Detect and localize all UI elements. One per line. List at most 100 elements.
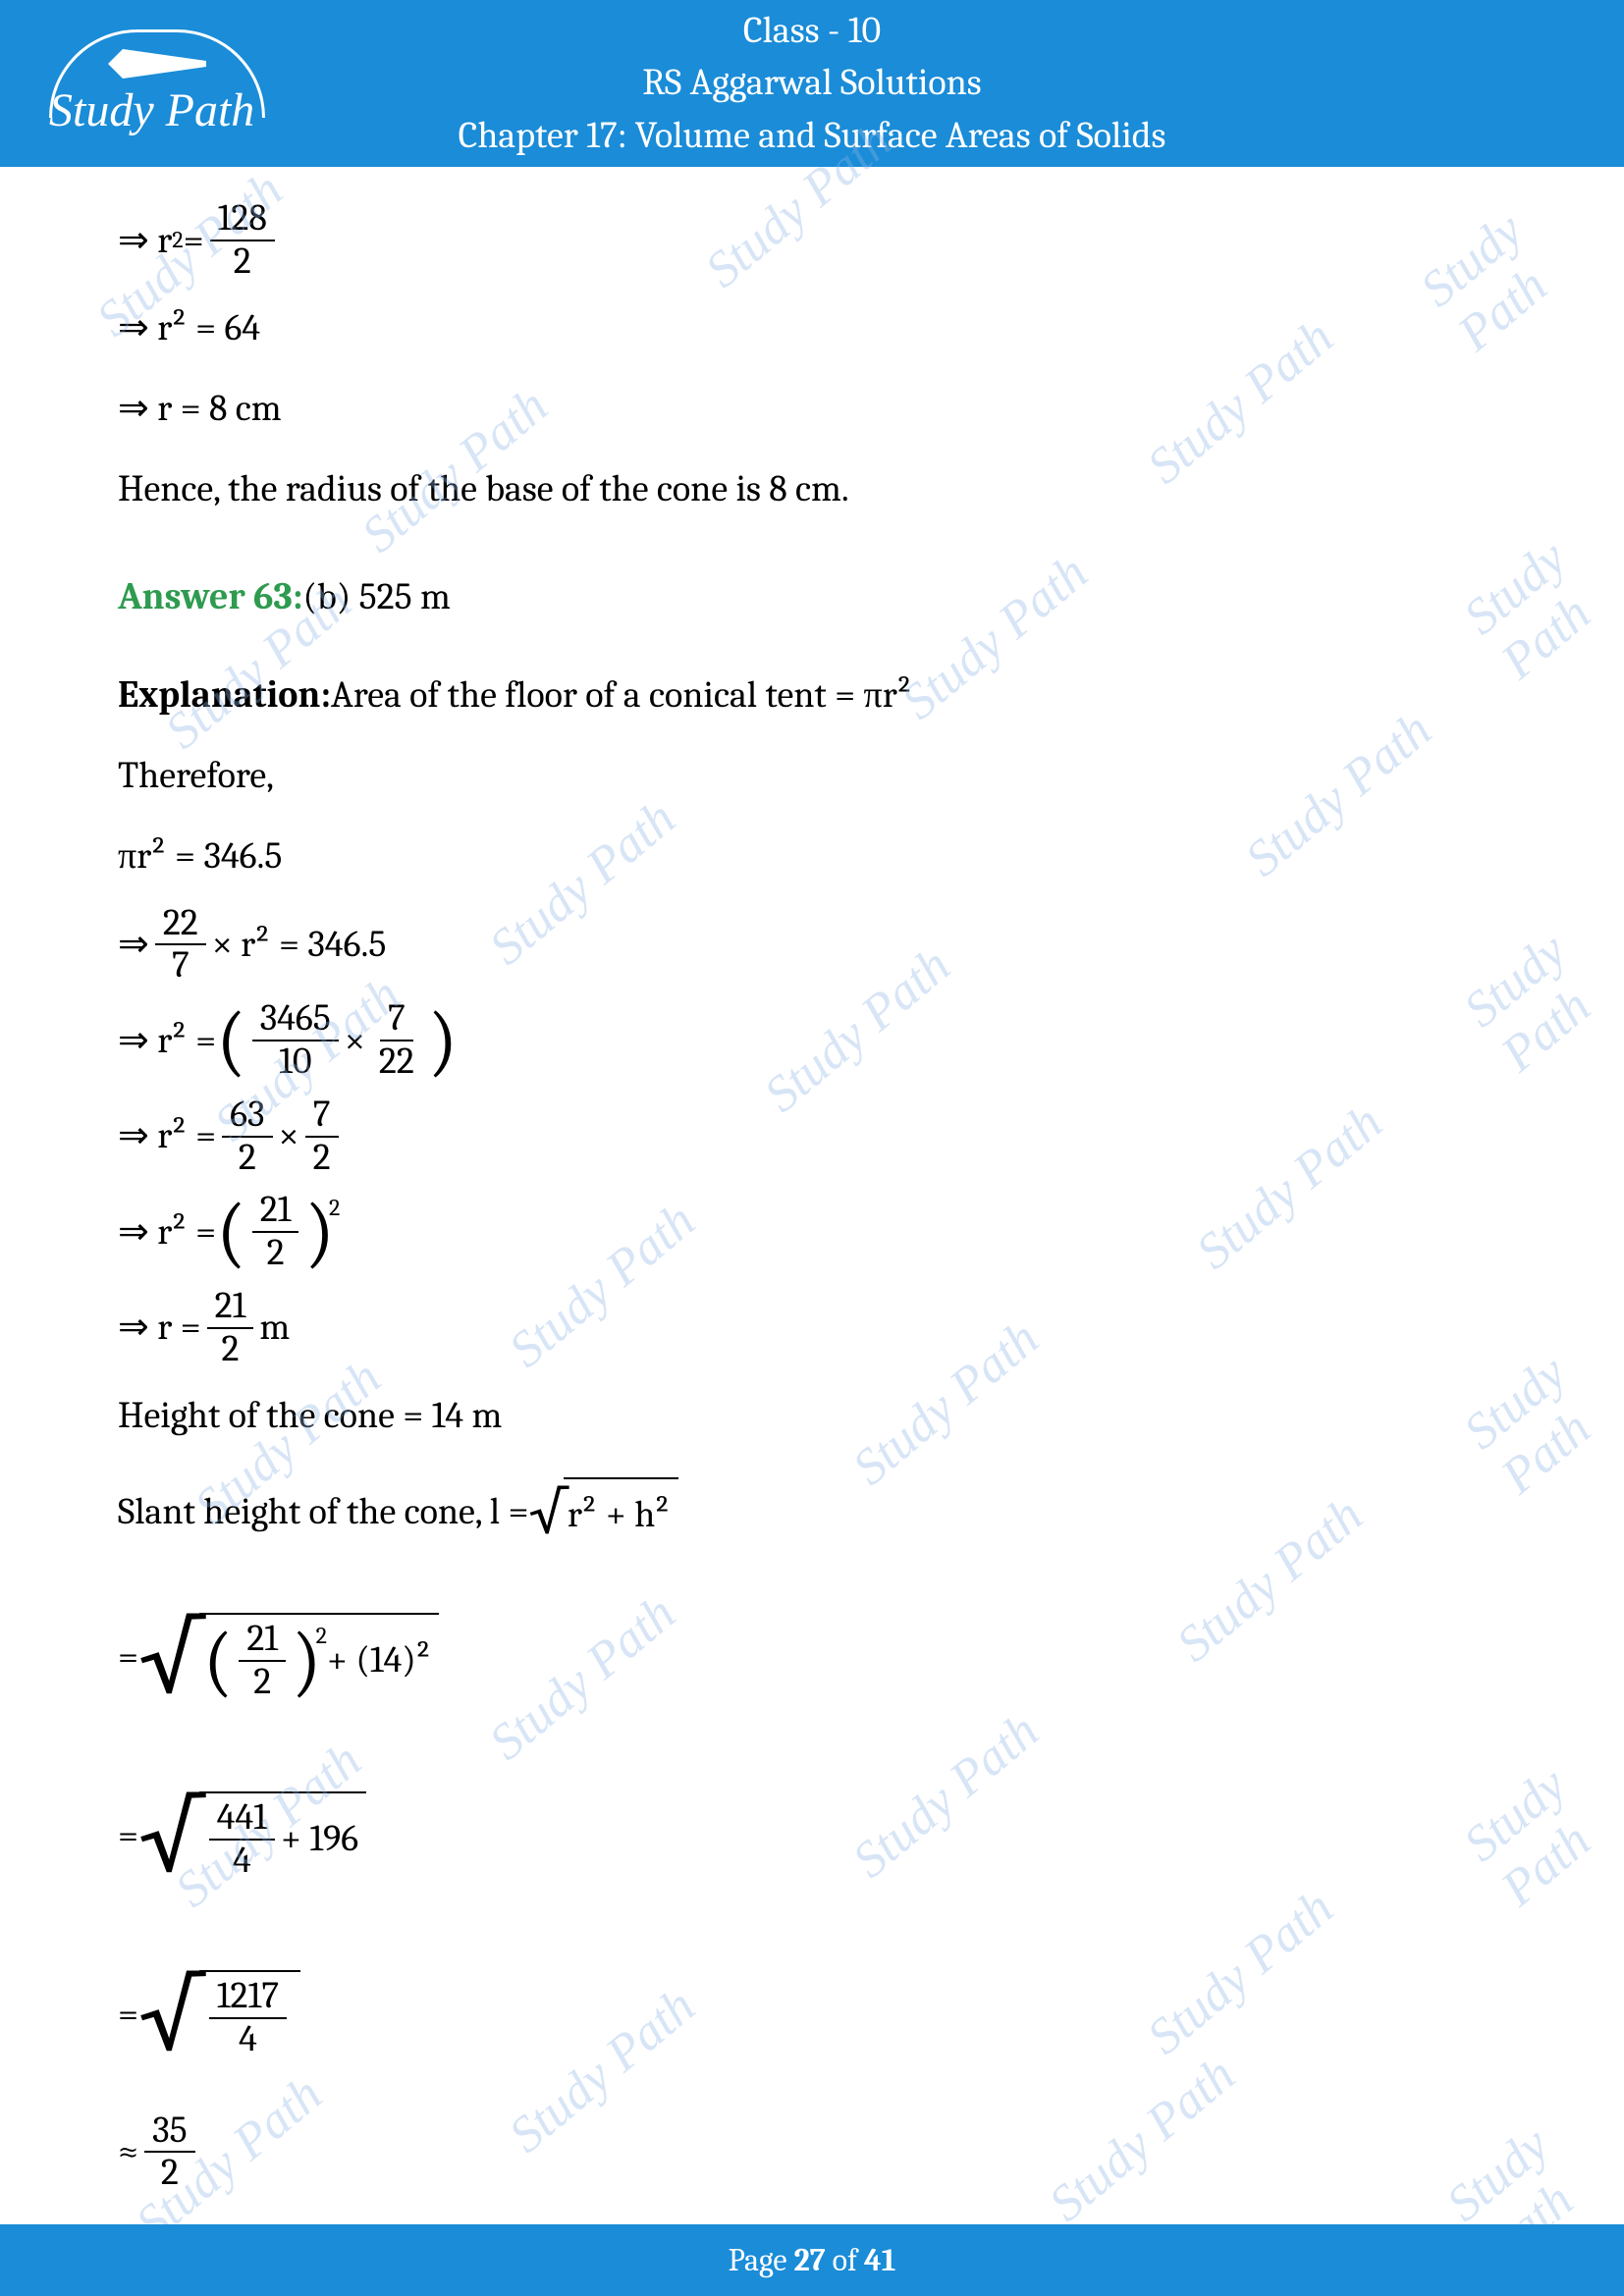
numerator: 21: [239, 1619, 286, 1662]
text: Slant height of the cone, l =: [118, 1480, 529, 1544]
numerator: 441: [209, 1797, 275, 1841]
sqrt-sign-icon: √: [138, 1753, 203, 1920]
sqrt-sign-icon: √: [138, 1932, 203, 2099]
text: ⇒ r² =: [118, 1009, 216, 1073]
text-line: Therefore,: [118, 742, 1506, 811]
page-footer: Page 27 of 41: [0, 2224, 1624, 2296]
header-text-block: Class - 10 RS Aggarwal Solutions Chapter…: [39, 5, 1585, 162]
text: ×: [345, 1009, 365, 1073]
numerator: 21: [252, 1190, 299, 1233]
text: + (14)²: [327, 1629, 431, 1692]
denominator: 2: [153, 2153, 187, 2194]
sqrt-body: 4414 + 196: [199, 1791, 366, 1882]
text: ×: [279, 1104, 299, 1168]
equation-line: ⇒ r² = 632 × 72: [118, 1095, 1506, 1179]
fraction: 1282: [210, 198, 275, 283]
equation-line: = √ 12174: [118, 1932, 1506, 2099]
fraction: 72: [305, 1095, 339, 1179]
sup: 2: [329, 1188, 340, 1228]
denominator: 10: [271, 1041, 319, 1083]
sqrt: √ ( 212 ) 2 + (14)²: [138, 1575, 439, 1741]
paren-open: (: [216, 1201, 246, 1263]
page-content: ⇒ r2 = 1282 ⇒ r² = 64 ⇒ r = 8 cm Hence, …: [0, 167, 1624, 2194]
denominator: 2: [305, 1138, 339, 1179]
sqrt-sign-icon: √: [138, 1575, 203, 1741]
answer-text: (b) 525 m: [302, 565, 450, 629]
answer-label: Answer 63:: [118, 565, 302, 629]
sqrt: √ 4414 + 196: [138, 1753, 366, 1920]
sqrt-sign-icon: √: [529, 1463, 568, 1563]
denominator: 7: [164, 945, 197, 987]
fraction: 212: [207, 1286, 254, 1370]
fraction: 722: [371, 998, 422, 1083]
sqrt: √r² + h²: [529, 1463, 678, 1563]
sup: 2: [172, 220, 183, 260]
text: + 196: [281, 1807, 358, 1871]
explanation-line: Explanation: Area of the floor of a coni…: [118, 662, 1506, 730]
text: =: [184, 209, 204, 273]
text: ⇒ r =: [118, 1296, 201, 1360]
total-pages: 41: [864, 2242, 895, 2278]
text-line: Hence, the radius of the base of the con…: [118, 455, 1506, 524]
fraction: 352: [144, 2110, 195, 2195]
equation-line: ≈ 352: [118, 2110, 1506, 2195]
denominator: 2: [226, 241, 259, 283]
equation-line: ⇒ r² = ( 346510 × 722 ): [118, 998, 1506, 1083]
sqrt: √ 12174: [138, 1932, 300, 2099]
arrow: ⇒: [118, 913, 149, 977]
explanation-text: Area of the floor of a conical tent = πr…: [331, 664, 912, 727]
numerator: 21: [207, 1286, 254, 1329]
equation-line: = √ 4414 + 196: [118, 1753, 1506, 1920]
numerator: 7: [380, 998, 413, 1041]
equation-line: Slant height of the cone, l = √r² + h²: [118, 1463, 1506, 1563]
paren-close: ): [428, 1009, 459, 1072]
denominator: 2: [245, 1662, 279, 1703]
chapter-title: Chapter 17: Volume and Surface Areas of …: [39, 110, 1585, 162]
denominator: 4: [225, 1841, 259, 1882]
text: ⇒ r² =: [118, 1201, 216, 1264]
equation-line: = √ ( 212 ) 2 + (14)²: [118, 1575, 1506, 1741]
page-header: Study Path Class - 10 RS Aggarwal Soluti…: [0, 0, 1624, 167]
text-line: Height of the cone = 14 m: [118, 1382, 1506, 1451]
fraction: 12174: [209, 1976, 287, 2060]
equation-line: ⇒ r² = 64: [118, 294, 1506, 363]
paren-open: (: [203, 1629, 234, 1692]
study-path-logo: Study Path: [49, 29, 265, 137]
equation-line: πr² = 346.5: [118, 823, 1506, 891]
text: ≈: [118, 2120, 138, 2184]
sqrt-body: ( 212 ) 2 + (14)²: [199, 1613, 440, 1703]
sup: 2: [316, 1616, 327, 1656]
equation-line: ⇒ 227 × r² = 346.5: [118, 903, 1506, 988]
fraction: 212: [239, 1619, 286, 1703]
sqrt-body: r² + h²: [564, 1477, 678, 1547]
numerator: 3465: [252, 998, 339, 1041]
text: × r² = 346.5: [212, 913, 387, 977]
fraction: 4414: [209, 1797, 275, 1882]
numerator: 7: [305, 1095, 339, 1138]
numerator: 63: [222, 1095, 272, 1138]
equation-line: ⇒ r² = ( 212 ) 2: [118, 1190, 1506, 1274]
numerator: 35: [144, 2110, 195, 2154]
denominator: 2: [259, 1233, 293, 1274]
fraction: 227: [155, 903, 206, 988]
fraction: 632: [222, 1095, 272, 1179]
numerator: 1217: [209, 1976, 287, 2019]
denominator: 22: [371, 1041, 422, 1083]
footer-mid: of: [826, 2242, 864, 2278]
numerator: 22: [155, 903, 206, 946]
footer-prefix: Page: [729, 2242, 794, 2278]
text: ⇒ r² =: [118, 1104, 216, 1168]
paren-open: (: [216, 1009, 246, 1072]
equation-line: ⇒ r = 212 m: [118, 1286, 1506, 1370]
numerator: 128: [210, 198, 275, 241]
unit: m: [259, 1296, 290, 1360]
answer-line: Answer 63: (b) 525 m: [118, 563, 1506, 632]
text: =: [118, 1804, 138, 1868]
equation-line: ⇒ r = 8 cm: [118, 375, 1506, 444]
logo-text: Study Path: [49, 83, 254, 137]
fraction: 346510: [252, 998, 339, 1083]
denominator: 2: [231, 1138, 264, 1179]
text: =: [118, 1983, 138, 2047]
equation-line: ⇒ r2 = 1282: [118, 198, 1506, 283]
explanation-label: Explanation:: [118, 664, 331, 727]
